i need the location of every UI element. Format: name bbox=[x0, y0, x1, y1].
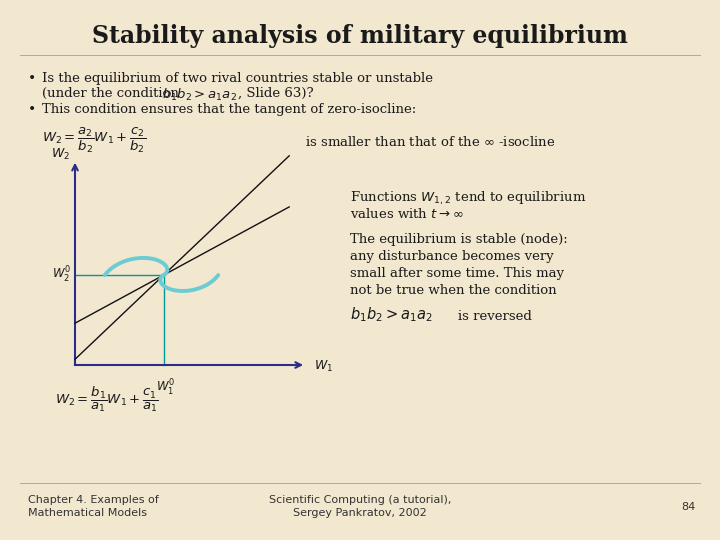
Text: Stability analysis of military equilibrium: Stability analysis of military equilibri… bbox=[92, 24, 628, 48]
Text: 84: 84 bbox=[680, 502, 695, 512]
Text: $W_2$: $W_2$ bbox=[51, 146, 70, 161]
Text: Mathematical Models: Mathematical Models bbox=[28, 508, 147, 518]
Text: $W_2 = \dfrac{b_1}{a_1}W_1 + \dfrac{c_1}{a_1}$: $W_2 = \dfrac{b_1}{a_1}W_1 + \dfrac{c_1}… bbox=[55, 385, 159, 414]
Text: not be true when the condition: not be true when the condition bbox=[350, 284, 557, 297]
Text: The equilibrium is stable (node):: The equilibrium is stable (node): bbox=[350, 233, 568, 246]
Text: Sergey Pankratov, 2002: Sergey Pankratov, 2002 bbox=[293, 508, 427, 518]
Text: •: • bbox=[28, 103, 36, 117]
Text: Chapter 4. Examples of: Chapter 4. Examples of bbox=[28, 495, 158, 505]
Text: $W_2 = \dfrac{a_2}{b_2}W_1 + \dfrac{c_2}{b_2}$: $W_2 = \dfrac{a_2}{b_2}W_1 + \dfrac{c_2}… bbox=[42, 126, 146, 156]
Text: , Slide 63)?: , Slide 63)? bbox=[238, 87, 314, 100]
Text: $W_2^0$: $W_2^0$ bbox=[52, 265, 71, 285]
Text: values with $t \rightarrow \infty$: values with $t \rightarrow \infty$ bbox=[350, 207, 464, 221]
Text: any disturbance becomes very: any disturbance becomes very bbox=[350, 250, 554, 263]
Text: is smaller than that of the $\infty$ -isocline: is smaller than that of the $\infty$ -is… bbox=[305, 135, 555, 149]
Text: $b_1b_2 > a_1a_2$: $b_1b_2 > a_1a_2$ bbox=[350, 305, 433, 323]
Text: Is the equilibrium of two rival countries stable or unstable: Is the equilibrium of two rival countrie… bbox=[42, 72, 433, 85]
Text: is reversed: is reversed bbox=[458, 310, 532, 323]
Text: This condition ensures that the tangent of zero-isocline:: This condition ensures that the tangent … bbox=[42, 103, 416, 116]
Text: $b_1b_2 > a_1a_2$: $b_1b_2 > a_1a_2$ bbox=[162, 87, 237, 103]
Text: $W_1^0$: $W_1^0$ bbox=[156, 378, 175, 398]
Text: small after some time. This may: small after some time. This may bbox=[350, 267, 564, 280]
Text: $W_1$: $W_1$ bbox=[315, 359, 333, 374]
Text: •: • bbox=[28, 72, 36, 86]
Text: Functions $W_{1,2}$ tend to equilibrium: Functions $W_{1,2}$ tend to equilibrium bbox=[350, 190, 586, 207]
Text: (under the condition: (under the condition bbox=[42, 87, 183, 100]
Text: Scientific Computing (a tutorial),: Scientific Computing (a tutorial), bbox=[269, 495, 451, 505]
